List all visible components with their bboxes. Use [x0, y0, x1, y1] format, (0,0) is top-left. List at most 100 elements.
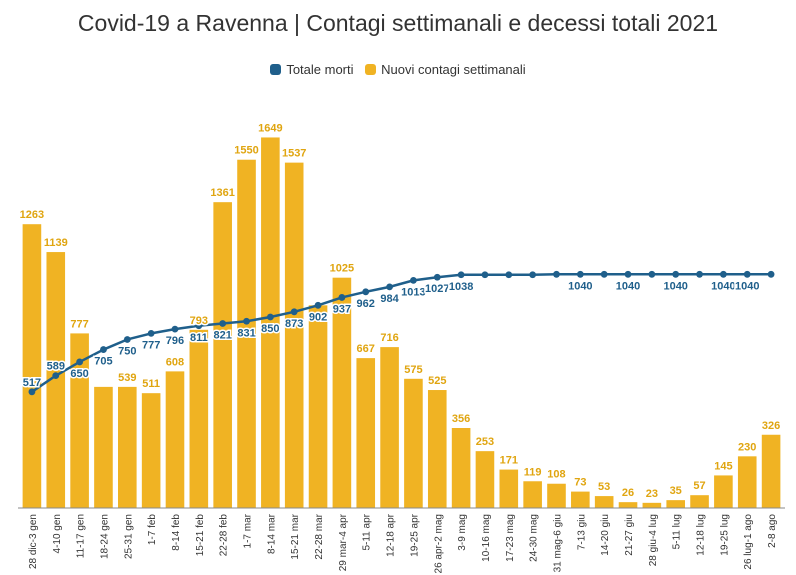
- deaths-point-21: [529, 271, 537, 279]
- bar-16: [404, 378, 423, 508]
- bar-label-26: 23: [646, 488, 658, 500]
- bar-label-24: 53: [598, 481, 610, 493]
- bar-label-23: 73: [574, 477, 586, 489]
- bar-30: [737, 456, 757, 508]
- bar-11: [284, 162, 304, 508]
- x-tick-label-10: 8-14 mar: [266, 513, 277, 554]
- bar-label-4: 539: [118, 372, 136, 384]
- deaths-point-2: [76, 358, 84, 366]
- line-label-3: 705: [94, 356, 112, 368]
- x-tick-label-1: 4-10 gen: [52, 514, 63, 553]
- legend-item-line[interactable]: Totale morti: [270, 62, 354, 77]
- bar-28: [690, 495, 709, 508]
- deaths-point-28: [696, 270, 703, 278]
- line-label-27: 1040: [663, 280, 687, 292]
- bar-label-22: 108: [547, 469, 565, 481]
- x-tick-label-19: 10-16 mag: [481, 514, 492, 562]
- x-tick-label-26: 28 giu-4 lug: [648, 514, 659, 566]
- x-tick-label-27: 5-11 lug: [672, 514, 683, 549]
- line-label-15: 984: [380, 293, 399, 305]
- bar-23: [571, 491, 590, 508]
- x-tick-label-12: 22-28 mar: [314, 513, 325, 559]
- bar-label-21: 119: [524, 466, 542, 478]
- x-tick-label-8: 22-28 feb: [219, 514, 230, 557]
- deaths-point-7: [195, 322, 203, 330]
- deaths-point-18: [457, 271, 465, 279]
- line-label-29: 1040: [711, 280, 735, 292]
- bar-label-5: 511: [142, 378, 160, 390]
- bar-label-28: 57: [693, 480, 705, 492]
- x-tick-label-23: 7-13 giu: [576, 514, 587, 550]
- bar-label-0: 1263: [20, 209, 44, 221]
- deaths-line: [31, 273, 772, 393]
- deaths-point-4: [123, 336, 131, 343]
- bar-label-2: 777: [70, 318, 88, 330]
- bar-6: [165, 371, 185, 508]
- x-tick-label-31: 2-8 ago: [767, 514, 778, 548]
- deaths-point-14: [362, 288, 370, 296]
- bar-4: [118, 386, 137, 508]
- bar-15: [380, 347, 399, 508]
- x-tick-label-15: 12-18 apr: [386, 513, 397, 556]
- x-tick-label-14: 5-11 apr: [362, 513, 373, 550]
- x-tick-label-28: 12-18 lug: [696, 514, 707, 556]
- bar-1: [46, 252, 66, 508]
- x-tick-label-22: 31 mag-6 giu: [552, 514, 563, 572]
- bar-label-1: 1139: [44, 237, 68, 249]
- deaths-point-5: [147, 330, 155, 337]
- deaths-point-26: [648, 270, 656, 278]
- deaths-point-19: [481, 271, 489, 279]
- bar-label-6: 608: [166, 356, 184, 368]
- bar-22: [547, 483, 566, 508]
- deaths-point-11: [290, 308, 298, 316]
- deaths-point-13: [338, 294, 346, 301]
- deaths-point-0: [28, 388, 36, 396]
- legend-label-line: Totale morti: [286, 62, 354, 77]
- bar-19: [475, 451, 495, 508]
- x-tick-label-16: 19-25 apr: [409, 513, 420, 556]
- bar-label-15: 716: [380, 332, 398, 344]
- bar-27: [666, 500, 685, 508]
- bar-label-14: 667: [357, 343, 375, 355]
- x-tick-label-18: 3-9 mag: [457, 514, 468, 551]
- line-label-11: 873: [285, 318, 303, 330]
- bar-label-16: 575: [404, 364, 422, 376]
- x-tick-label-21: 24-30 mag: [529, 514, 540, 562]
- x-tick-label-7: 15-21 feb: [195, 514, 206, 557]
- bar-20: [499, 469, 519, 508]
- line-label-10: 850: [261, 323, 279, 335]
- line-label-23: 1040: [568, 280, 592, 292]
- line-label-30: 1040: [735, 280, 759, 292]
- bar-label-11: 1537: [282, 148, 306, 160]
- deaths-point-20: [505, 271, 513, 279]
- bar-label-31: 326: [762, 420, 780, 432]
- bar-label-25: 26: [622, 487, 634, 499]
- x-tick-label-11: 15-21 mar: [290, 513, 301, 559]
- bar-label-13: 1025: [330, 263, 354, 275]
- bar-29: [714, 475, 733, 508]
- bar-label-17: 525: [428, 375, 446, 387]
- x-tick-label-6: 8-14 feb: [171, 514, 182, 551]
- bar-label-19: 253: [476, 436, 494, 448]
- bar-12: [308, 305, 328, 508]
- x-tick-label-4: 25-31 gen: [123, 514, 134, 559]
- line-label-2: 650: [70, 368, 88, 380]
- x-tick-label-20: 17-23 mag: [505, 514, 516, 562]
- deaths-point-27: [672, 270, 680, 278]
- x-tick-label-13: 29 mar-4 apr: [338, 513, 349, 571]
- legend: Totale morti Nuovi contagi settimanali: [0, 62, 796, 78]
- x-tick-label-24: 14-20 giu: [600, 514, 611, 556]
- legend-swatch-bars: [365, 64, 377, 75]
- deaths-point-6: [171, 325, 179, 333]
- bar-label-29: 145: [714, 460, 732, 472]
- legend-item-bars[interactable]: Nuovi contagi settimanali: [365, 62, 526, 77]
- line-label-4: 750: [118, 345, 136, 357]
- deaths-point-24: [600, 270, 608, 278]
- line-label-13: 937: [333, 303, 351, 315]
- bar-17: [427, 390, 447, 508]
- bar-25: [618, 502, 638, 508]
- bar-13: [332, 277, 352, 508]
- line-label-18: 1038: [449, 281, 473, 293]
- bar-label-10: 1649: [258, 122, 282, 134]
- bar-2: [70, 333, 89, 508]
